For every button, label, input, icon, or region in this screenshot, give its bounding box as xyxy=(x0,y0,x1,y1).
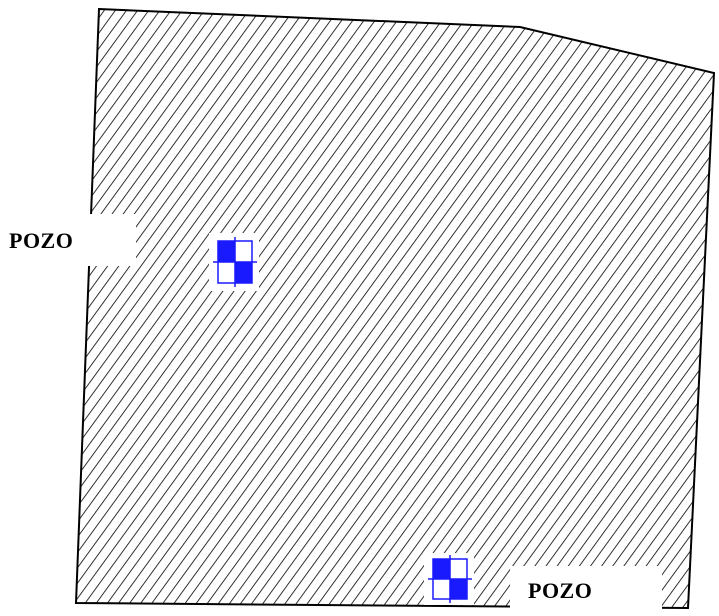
well-label-box: POZO xyxy=(0,214,136,266)
well-label: POZO xyxy=(9,228,74,253)
well-label-box: POZO xyxy=(510,566,662,616)
well-label: POZO xyxy=(528,578,593,603)
well-symbol-icon[interactable] xyxy=(424,553,474,605)
well-symbol-icon[interactable] xyxy=(209,233,259,291)
parcel-polygon xyxy=(74,7,716,610)
